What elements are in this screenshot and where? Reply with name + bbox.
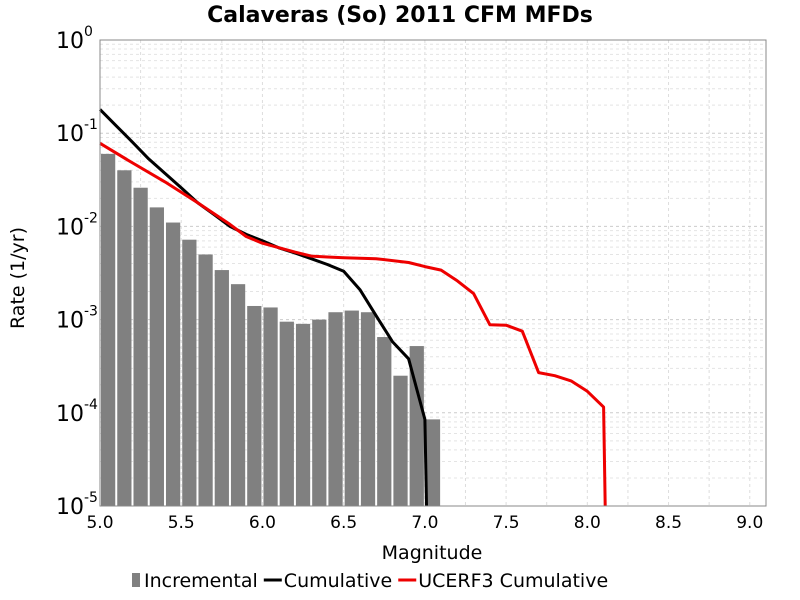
cumulative-lines (98, 108, 607, 507)
incremental-bar (312, 319, 327, 506)
y-tick-label: 10-3 (56, 304, 98, 334)
x-tick-label: 7.5 (493, 513, 520, 533)
incremental-bar (295, 323, 311, 506)
legend-label: UCERF3 Cumulative (418, 570, 608, 592)
y-tick-label: 10-4 (56, 397, 98, 427)
legend-label: Incremental (144, 570, 258, 592)
incremental-bar (279, 321, 294, 506)
y-tick-labels: 100 10-1 10-2 10-3 10-4 10-5 (56, 24, 98, 520)
y-tick-label: 10-2 (56, 210, 98, 240)
incremental-bar (344, 310, 359, 506)
x-tick-label: 9.0 (736, 513, 763, 533)
ucerf3-cumulative-line (99, 142, 607, 507)
incremental-bar (263, 307, 278, 506)
x-tick-label: 6.0 (249, 513, 276, 533)
x-tick-label: 8.5 (655, 513, 682, 533)
legend-label: Cumulative (284, 570, 392, 592)
incremental-bar (182, 239, 197, 507)
x-tick-label: 8.0 (574, 513, 601, 533)
incremental-bar (133, 187, 148, 506)
incremental-bar (149, 207, 164, 506)
x-tick-label: 7.0 (411, 513, 438, 533)
incremental-bar (117, 170, 132, 506)
incremental-bars (101, 153, 441, 507)
chart-title: Calaveras (So) 2011 CFM MFDs (207, 3, 593, 28)
legend-swatch-bar (132, 573, 140, 587)
incremental-bar (328, 312, 343, 506)
incremental-bar (101, 153, 116, 507)
incremental-bar (393, 375, 408, 506)
x-tick-label: 5.5 (168, 513, 195, 533)
incremental-bar (247, 305, 262, 506)
incremental-bar (425, 419, 441, 506)
incremental-bar (198, 254, 213, 506)
legend: Incremental Cumulative UCERF3 Cumulative (132, 570, 608, 592)
x-tick-labels: 5.0 5.5 6.0 6.5 7.0 7.5 8.0 8.5 9.0 (86, 513, 763, 533)
plot-frame (99, 39, 767, 507)
x-tick-label: 6.5 (330, 513, 357, 533)
y-axis-label: Rate (1/yr) (7, 227, 29, 329)
incremental-bar (377, 337, 392, 506)
x-axis-label: Magnitude (382, 542, 483, 564)
incremental-bar (230, 284, 246, 506)
incremental-bar (165, 222, 181, 506)
incremental-bar (360, 312, 376, 506)
incremental-bar (409, 346, 424, 506)
y-tick-label: 100 (56, 24, 93, 54)
y-tick-label: 10-5 (56, 490, 98, 520)
y-tick-label: 10-1 (56, 117, 98, 147)
incremental-bar (214, 270, 229, 506)
x-tick-label: 5.0 (86, 513, 113, 533)
